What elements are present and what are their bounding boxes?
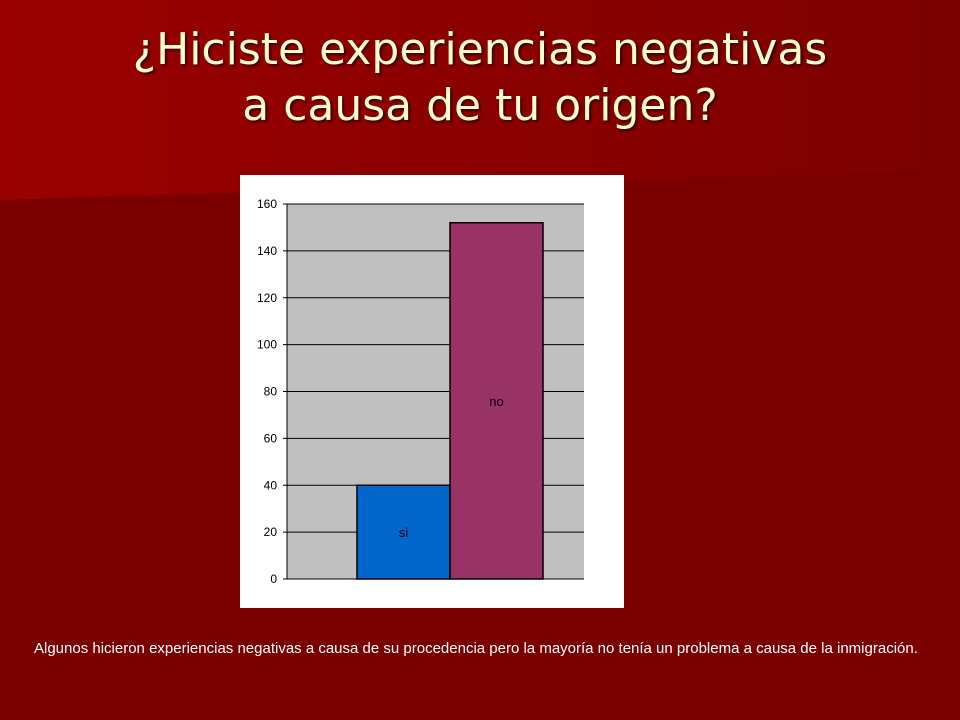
bar-chart: 0 20 40 60 80 100 120 140 160 si no: [240, 175, 624, 608]
title-line-2: a causa de tu origen?: [242, 80, 718, 131]
background-band: [0, 0, 960, 200]
slide-title: ¿Hiciste experiencias negativas a causa …: [0, 22, 960, 134]
chart-svg: 0 20 40 60 80 100 120 140 160 si no: [257, 197, 584, 586]
y-tick-label: 40: [264, 478, 278, 492]
y-tick-label: 60: [264, 431, 278, 445]
y-tick-label: 100: [257, 338, 277, 352]
title-line-1: ¿Hiciste experiencias negativas: [132, 24, 828, 75]
y-tick-label: 80: [264, 385, 278, 399]
y-tick-label: 160: [257, 197, 277, 211]
y-tick-label: 20: [264, 525, 278, 539]
bar-label-si: si: [399, 525, 409, 540]
slide-caption: Algunos hicieron experiencias negativas …: [34, 640, 918, 657]
bar-no: [449, 222, 544, 580]
y-tick-label: 140: [257, 244, 277, 258]
y-tick-label: 120: [257, 291, 277, 305]
y-tick-label: 0: [270, 572, 277, 586]
bar-label-no: no: [489, 394, 503, 409]
